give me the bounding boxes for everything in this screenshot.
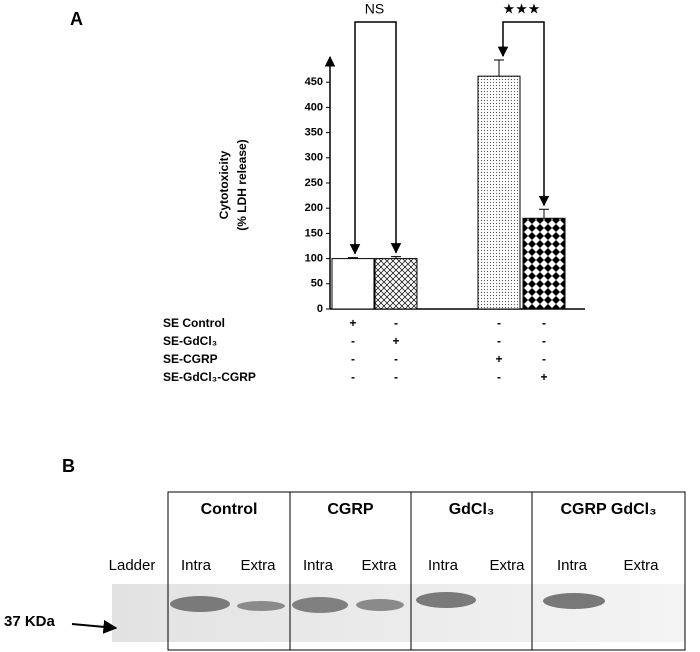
band [292, 597, 348, 613]
band [237, 601, 285, 611]
error-bar [539, 208, 549, 219]
band [543, 593, 605, 609]
y-tick-label: 150 [305, 227, 323, 239]
treatment-sign: - [497, 316, 501, 330]
significance-label: ★★★ [503, 1, 541, 17]
bar [374, 258, 418, 310]
group-label: CGRP GdCl₃ [561, 501, 657, 518]
band [416, 592, 476, 608]
treatment-label: SE Control [163, 316, 225, 330]
y-tick-label: 200 [305, 202, 323, 214]
lane-label: Intra [428, 557, 459, 574]
y-tick-label: 100 [305, 253, 323, 265]
band [170, 596, 230, 612]
band [356, 599, 404, 611]
y-tick-label: 0 [317, 303, 323, 315]
treatment-sign: + [349, 316, 356, 330]
treatment-sign: - [542, 334, 546, 348]
y-tick-label: 400 [305, 101, 323, 113]
group-label: Control [201, 501, 258, 518]
y-tick-label: 300 [305, 152, 323, 164]
treatment-sign: - [394, 352, 398, 366]
y-axis-label: (% LDH release) [235, 139, 249, 230]
y-tick-label: 50 [311, 278, 323, 290]
y-axis-label: Cytotoxicity [217, 150, 231, 219]
treatment-sign: - [351, 370, 355, 384]
treatment-sign: - [497, 334, 501, 348]
ladder-label: Ladder [109, 557, 156, 574]
y-tick-label: 350 [305, 127, 323, 139]
bracket [354, 21, 397, 254]
lane-label: Intra [557, 557, 588, 574]
lane-label: Intra [303, 557, 334, 574]
treatment-sign: - [542, 352, 546, 366]
group-label: CGRP [327, 501, 374, 518]
bar [522, 217, 566, 310]
error-bar [391, 256, 401, 259]
y-tick-label: 250 [305, 177, 323, 189]
treatment-sign: - [394, 316, 398, 330]
lane-label: Intra [181, 557, 212, 574]
treatment-sign: - [542, 316, 546, 330]
significance-label: NS [365, 1, 384, 17]
error-bar [494, 59, 504, 77]
marker-arrow [71, 619, 118, 634]
bar [331, 258, 375, 310]
treatment-label: SE-CGRP [163, 352, 218, 366]
y-tick-label: 450 [305, 76, 323, 88]
treatment-label: SE-GdCl₃-CGRP [163, 370, 256, 384]
treatment-sign: - [497, 370, 501, 384]
gel-frame [167, 491, 686, 651]
treatment-label: SE-GdCl₃ [163, 334, 217, 348]
treatment-sign: - [351, 334, 355, 348]
lane-label: Extra [623, 557, 659, 574]
error-bar [348, 257, 358, 259]
treatment-sign: + [392, 334, 399, 348]
lane-label: Extra [489, 557, 525, 574]
panel-label: A [70, 9, 83, 29]
bar [477, 75, 521, 310]
panel-label: B [62, 456, 75, 476]
group-label: GdCl₃ [449, 501, 495, 518]
treatment-sign: - [351, 352, 355, 366]
treatment-sign: - [394, 370, 398, 384]
treatment-sign: + [540, 370, 547, 384]
treatment-sign: + [495, 352, 502, 366]
gel-background [112, 584, 685, 642]
lane-label: Extra [240, 557, 276, 574]
marker-label: 37 KDa [4, 613, 56, 630]
lane-label: Extra [361, 557, 397, 574]
bracket [502, 21, 545, 206]
